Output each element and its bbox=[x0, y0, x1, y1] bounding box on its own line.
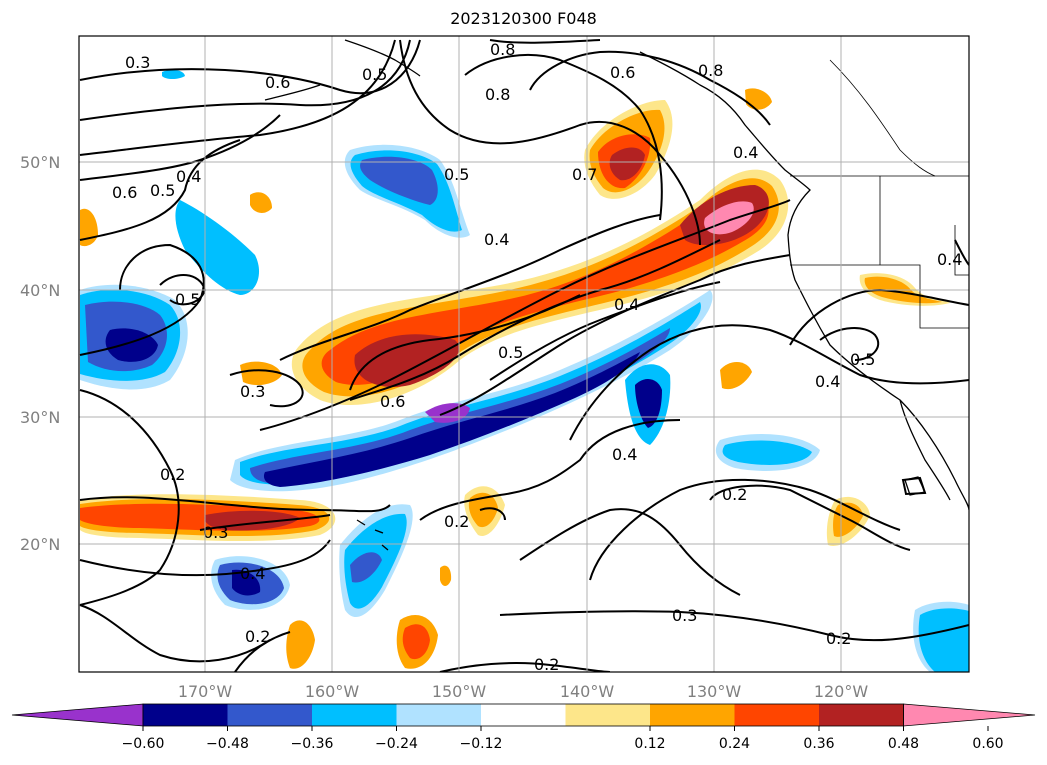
contour-label: 0.4 bbox=[484, 230, 509, 249]
longitude-labels: 170°W 160°W 150°W 140°W 130°W 120°W bbox=[178, 682, 869, 701]
lon-label: 140°W bbox=[560, 682, 615, 701]
contour-label: 0.2 bbox=[444, 512, 469, 531]
gridlines bbox=[79, 36, 969, 672]
contour-label: 0.6 bbox=[265, 73, 290, 92]
colorbar-segment bbox=[312, 704, 397, 726]
colorbar-tick-label: −0.12 bbox=[460, 736, 503, 752]
contour-label: 0.4 bbox=[614, 295, 639, 314]
colorbar-segment bbox=[819, 704, 904, 726]
contour-lines bbox=[79, 39, 969, 672]
contour-label: 0.5 bbox=[150, 181, 175, 200]
contour-label: 0.6 bbox=[112, 183, 137, 202]
colorbar-tick-label: −0.24 bbox=[375, 736, 418, 752]
contour-label: 0.5 bbox=[850, 350, 875, 369]
contour-label: 0.4 bbox=[733, 143, 758, 162]
contour-label: 0.2 bbox=[826, 629, 851, 648]
colorbar: −0.60 −0.48 −0.36 −0.24 −0.12 0.12 0.24 0.36 0.4… bbox=[11, 703, 1036, 752]
colorbar-segment bbox=[227, 704, 313, 726]
lon-label: 130°W bbox=[687, 682, 742, 701]
colorbar-segment bbox=[734, 704, 820, 726]
contour-label: 0.7 bbox=[572, 165, 597, 184]
colorbar-tick-label: 0.24 bbox=[719, 736, 750, 752]
map-frame bbox=[78, 35, 970, 673]
contour-label: 0.5 bbox=[175, 290, 200, 309]
contour-label: 0.4 bbox=[612, 445, 637, 464]
colorbar-tick-label: 0.36 bbox=[803, 736, 834, 752]
contour-label: 0.2 bbox=[160, 465, 185, 484]
contour-label: 0.3 bbox=[203, 523, 228, 542]
latitude-labels: 50°N 40°N 30°N 20°N bbox=[20, 153, 60, 554]
contour-label: 0.3 bbox=[240, 382, 265, 401]
contour-label: 0.8 bbox=[485, 85, 510, 104]
colorbar-tick-label: −0.36 bbox=[291, 736, 334, 752]
contour-label: 0.8 bbox=[490, 40, 515, 59]
colorbar-extension-high bbox=[903, 703, 1036, 727]
lon-label: 120°W bbox=[814, 682, 869, 701]
contour-label: 0.5 bbox=[444, 165, 469, 184]
shaded-fields bbox=[80, 69, 969, 672]
colorbar-segment bbox=[650, 704, 735, 726]
colorbar-segment bbox=[481, 704, 566, 726]
contour-label: 0.2 bbox=[534, 655, 559, 674]
contour-label: 0.3 bbox=[125, 53, 150, 72]
contour-label: 0.5 bbox=[362, 65, 387, 84]
contour-label: 0.4 bbox=[176, 167, 201, 186]
colorbar-tick-label: 0.60 bbox=[972, 736, 1003, 752]
contour-label: 0.2 bbox=[722, 485, 747, 504]
lat-label: 40°N bbox=[20, 281, 60, 300]
colorbar-extension-low bbox=[11, 703, 144, 727]
lon-label: 150°W bbox=[432, 682, 487, 701]
colorbar-tick-label: −0.60 bbox=[122, 736, 165, 752]
colorbar-tick-label: 0.48 bbox=[888, 736, 919, 752]
contour-label: 0.4 bbox=[240, 564, 265, 583]
contour-label: 0.8 bbox=[698, 61, 723, 80]
map-title: 2023120300 F048 bbox=[450, 9, 597, 28]
contour-label: 0.4 bbox=[937, 250, 962, 269]
lat-label: 20°N bbox=[20, 535, 60, 554]
colorbar-tick-label: 0.12 bbox=[634, 736, 665, 752]
contour-label: 0.4 bbox=[815, 372, 840, 391]
coastlines bbox=[264, 39, 969, 551]
contour-label: 0.6 bbox=[610, 63, 635, 82]
contour-label-group: 0.3 0.6 0.5 0.8 0.8 0.6 0.8 0.6 0.5 0.4 … bbox=[112, 40, 962, 674]
colorbar-tick-label: −0.48 bbox=[206, 736, 249, 752]
contour-label: 0.3 bbox=[672, 606, 697, 625]
colorbar-segment bbox=[396, 704, 482, 726]
colorbar-segment bbox=[143, 704, 228, 726]
colorbar-segment bbox=[565, 704, 651, 726]
contour-label: 0.6 bbox=[380, 392, 405, 411]
lon-label: 170°W bbox=[178, 682, 233, 701]
colorbar-outline bbox=[142, 703, 904, 727]
lat-label: 30°N bbox=[20, 408, 60, 427]
map-area: 0.3 0.6 0.5 0.8 0.8 0.6 0.8 0.6 0.5 0.4 … bbox=[79, 36, 969, 674]
lat-label: 50°N bbox=[20, 153, 60, 172]
contour-label: 0.5 bbox=[498, 343, 523, 362]
contour-label: 0.2 bbox=[245, 627, 270, 646]
lon-label: 160°W bbox=[305, 682, 360, 701]
